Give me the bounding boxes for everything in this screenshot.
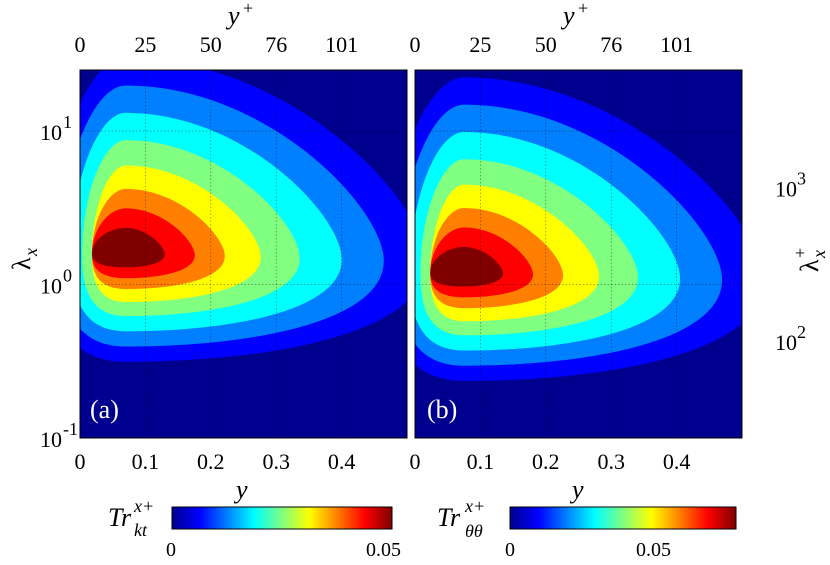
y-tick-label-right: 10 xyxy=(775,330,797,355)
panel-a-top-x-tick-label: 76 xyxy=(265,32,287,57)
top-axis-title-b: y xyxy=(560,1,575,30)
colorbar-b-tick-mid: 0.05 xyxy=(636,539,671,561)
panel-b-label: (b) xyxy=(427,395,457,424)
x-axis-title-b: y xyxy=(569,475,584,504)
colorbar-a-tick-min: 0 xyxy=(166,539,176,561)
y-tick-label-right: 10 xyxy=(775,176,797,201)
panel-b: (b) xyxy=(414,69,743,439)
panel-a-x-tick-label: 0.4 xyxy=(328,449,356,474)
y-tick-label-left-exponent: 0 xyxy=(63,266,72,286)
y-tick-label-left-exponent: 1 xyxy=(63,112,72,132)
panel-b-x-tick-label: 0.2 xyxy=(532,449,560,474)
colorbar-a-label-sub: kt xyxy=(134,520,148,540)
colorbar-b-label-sup: x+ xyxy=(464,496,485,516)
panel-a-contour-level-8 xyxy=(92,227,165,268)
y-axis-title-left-sub: x xyxy=(21,248,41,257)
panel-a-label: (a) xyxy=(90,395,119,424)
y-tick-label-left: 10 xyxy=(40,274,62,299)
panel-a-top-x-tick-label: 25 xyxy=(134,32,156,57)
panel-a-x-tick-label: 0.2 xyxy=(197,449,225,474)
panel-b-top-x-tick-label: 101 xyxy=(660,32,693,57)
panel-a-frame xyxy=(79,69,408,439)
panel-b-top-x-tick-label: 50 xyxy=(535,32,557,57)
y-axis-title-right-sup: + xyxy=(790,248,810,258)
colorbar-b-label-sub: θθ xyxy=(465,521,483,541)
y-tick-label-right-exponent: 3 xyxy=(797,168,806,188)
top-axis-title-b-sup: + xyxy=(578,0,588,18)
colorbar-a-bar xyxy=(171,506,393,530)
colorbar-b-tick-min: 0 xyxy=(505,539,515,561)
panel-b-top-x-tick-label: 25 xyxy=(469,32,491,57)
panel-b-top-x-tick-label: 76 xyxy=(600,32,622,57)
y-axis-title-right-sub: x xyxy=(809,250,829,259)
y-tick-label-left: 10 xyxy=(40,427,62,452)
panel-a-x-tick-label: 0 xyxy=(75,449,86,474)
x-axis-title-a: y xyxy=(233,475,248,504)
panel-a-top-x-tick-label: 0 xyxy=(75,32,86,57)
colorbar-a-label: Tr xyxy=(108,503,132,532)
panel-b-x-tick-label: 0.4 xyxy=(663,449,691,474)
panel-a-x-tick-label: 0.1 xyxy=(132,449,160,474)
colorbar-a-tick-max: 0.05 xyxy=(366,539,401,561)
panel-a-top-x-tick-label: 50 xyxy=(200,32,222,57)
panel-a-x-tick-label: 0.3 xyxy=(262,449,290,474)
y-axis-title-right: λ x + xyxy=(790,248,829,272)
panel-b-x-tick-label: 0.3 xyxy=(597,449,625,474)
colorbar-b-label: Tr xyxy=(437,503,461,532)
y-tick-label-left-exponent: -1 xyxy=(63,419,78,439)
y-axis-title-left-main: λ xyxy=(7,257,36,270)
y-tick-label-left: 10 xyxy=(40,120,62,145)
y-tick-label-right-exponent: 2 xyxy=(797,322,806,342)
colorbar-a-label-sup: x+ xyxy=(133,496,154,516)
panel-b-contour-level-8 xyxy=(430,247,504,287)
panel-b-top-x-tick-label: 0 xyxy=(410,32,421,57)
panel-a-heatmap xyxy=(80,70,407,362)
panel-b-x-tick-label: 0.1 xyxy=(467,449,495,474)
top-axis-title-a: y xyxy=(225,1,240,30)
colorbar-b-bar xyxy=(509,506,737,530)
y-axis-title-left: λ x xyxy=(7,248,41,270)
y-axis-title-right-main: λ xyxy=(795,259,824,272)
panel-b-frame xyxy=(414,69,743,439)
panel-b-x-tick-label: 0 xyxy=(410,449,421,474)
colorbar-b: Tr x+ θθ 0 0.05 xyxy=(437,496,737,561)
top-axis-title-a-sup: + xyxy=(243,0,253,18)
panel-a-top-x-tick-label: 101 xyxy=(325,32,358,57)
panel-a: (a) xyxy=(79,69,408,439)
colorbar-a: Tr x+ kt 0 0.05 xyxy=(108,496,401,561)
panel-b-heatmap xyxy=(415,77,742,381)
